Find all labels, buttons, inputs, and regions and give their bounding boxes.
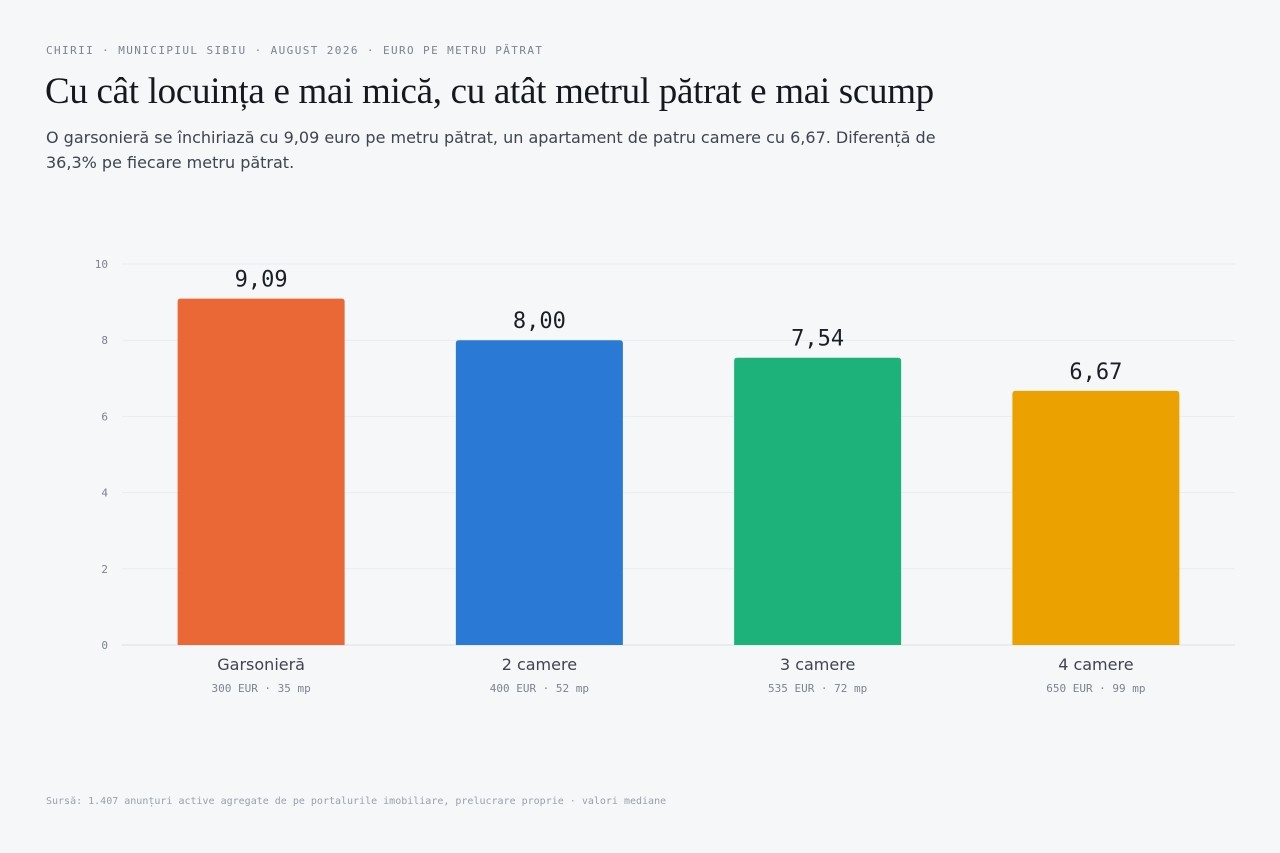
bar-value-label: 9,09 bbox=[235, 268, 288, 293]
x-tick-sublabel: 400 EUR · 52 mp bbox=[490, 682, 589, 695]
bar bbox=[1012, 390, 1180, 645]
y-tick-label: 8 bbox=[101, 334, 108, 347]
chart-subtitle: O garsonieră se închiriază cu 9,09 euro … bbox=[46, 128, 936, 172]
bar-value-label: 7,54 bbox=[791, 327, 844, 352]
chart-title: Cu cât locuința e mai mică, cu atât metr… bbox=[45, 71, 934, 112]
x-tick-label: 3 camere bbox=[780, 655, 855, 674]
y-tick-label: 0 bbox=[101, 639, 108, 652]
y-tick-label: 10 bbox=[95, 258, 108, 271]
bar bbox=[177, 298, 345, 645]
x-tick-label: Garsonieră bbox=[217, 655, 305, 674]
bar-value-label: 6,67 bbox=[1069, 360, 1122, 385]
y-tick-label: 4 bbox=[101, 487, 108, 500]
y-tick-label: 6 bbox=[101, 410, 108, 423]
bar bbox=[455, 340, 623, 645]
y-tick-label: 2 bbox=[101, 563, 108, 576]
bar bbox=[734, 357, 902, 645]
bar-chart: 0 2 4 6 8 10 9,09 Garsonieră 300 EUR · 35 mp 8,00… bbox=[95, 258, 1235, 695]
x-tick-sublabel: 650 EUR · 99 mp bbox=[1046, 682, 1145, 695]
chart-kicker: CHIRII · MUNICIPIUL SIBIU · AUGUST 2026 … bbox=[46, 44, 544, 57]
x-tick-label: 4 camere bbox=[1058, 655, 1133, 674]
x-tick-label: 2 camere bbox=[502, 655, 577, 674]
source-note: Sursă: 1.407 anunțuri active agregate de… bbox=[46, 796, 667, 807]
x-tick-sublabel: 300 EUR · 35 mp bbox=[211, 682, 310, 695]
bar-value-label: 8,00 bbox=[513, 309, 566, 334]
x-tick-sublabel: 535 EUR · 72 mp bbox=[768, 682, 867, 695]
